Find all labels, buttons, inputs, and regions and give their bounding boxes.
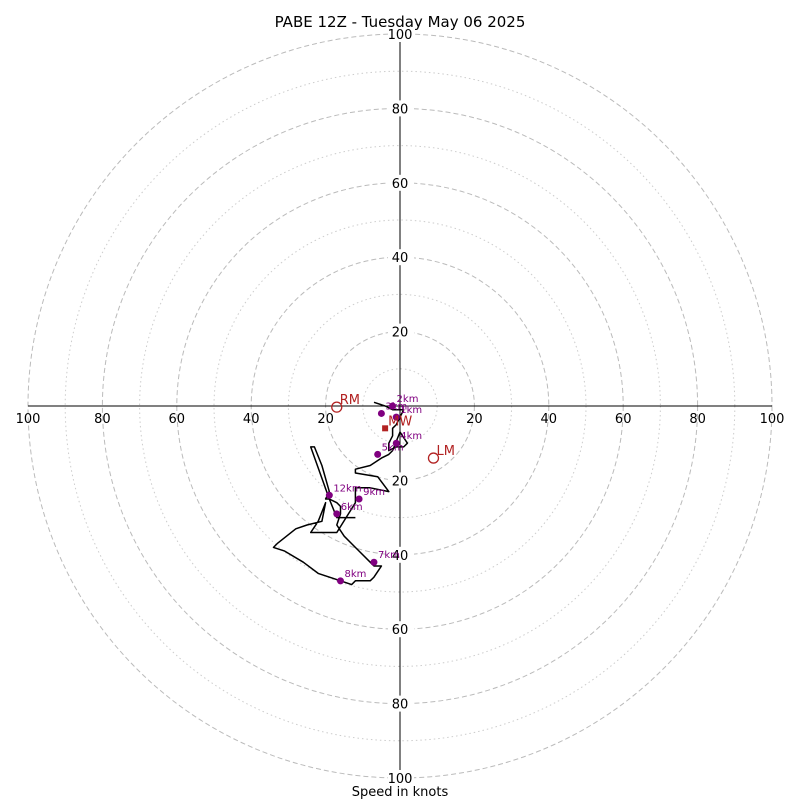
- tick-label-bg: [388, 174, 414, 191]
- y-tick-label: 100: [388, 28, 413, 43]
- y-tick-label: 40: [392, 549, 409, 564]
- height-marker-label: 12km: [333, 483, 361, 494]
- tick-label-bg: [388, 621, 414, 638]
- y-tick-label: 80: [392, 698, 409, 713]
- x-tick-label: 20: [317, 412, 334, 427]
- tick-label-bg: [388, 770, 414, 786]
- x-tick-label: 60: [615, 412, 632, 427]
- y-tick-label: 20: [392, 326, 409, 341]
- height-marker-point: [374, 450, 382, 458]
- tick-label-bg: [388, 323, 414, 340]
- axes: [28, 34, 772, 778]
- height-marker-point: [325, 491, 333, 499]
- height-marker-point: [392, 413, 400, 421]
- tick-label-bg: [388, 472, 414, 489]
- tick-label-bg: [388, 100, 414, 117]
- y-tick-label: 20: [392, 474, 409, 489]
- storm-motion-label: MW: [388, 414, 412, 429]
- height-marker-point: [370, 558, 378, 566]
- mean-wind-marker: [382, 425, 389, 432]
- x-tick-label: 40: [243, 412, 260, 427]
- tick-label-bg: [388, 695, 414, 712]
- height-marker-point: [336, 577, 344, 585]
- y-tick-label: 100: [388, 772, 413, 787]
- height-marker-point: [377, 409, 385, 417]
- tick-label-bg: [388, 546, 414, 563]
- height-marker-point: [355, 495, 363, 503]
- y-tick-label: 60: [392, 623, 409, 638]
- tick-label-bg: [388, 249, 414, 266]
- y-tick-label: 60: [392, 177, 409, 192]
- height-marker-label: 6km: [341, 502, 363, 513]
- tick-labels: 100 80 60 40 20 20 40 60 80 100 100 80 60 40 20 20 40 60 8…: [16, 26, 785, 787]
- x-tick-label: 100: [16, 412, 41, 427]
- height-marker-label: 1km: [400, 405, 422, 416]
- height-marker-point: [333, 510, 341, 518]
- chart-title: PABE 12Z - Tuesday May 06 2025: [275, 13, 526, 31]
- height-marker-label: 4km: [400, 431, 422, 442]
- x-tick-label: 80: [689, 412, 706, 427]
- hodograph-trace: [272, 401, 409, 586]
- height-marker-point: [389, 402, 397, 410]
- tick-label-bg: [388, 26, 414, 42]
- height-marker-label: 3km: [385, 401, 407, 412]
- right-mover-marker: [331, 401, 343, 413]
- height-marker-label: 7km: [378, 550, 400, 561]
- x-tick-label: 20: [466, 412, 483, 427]
- storm-motion-markers: RM LM MW: [331, 393, 455, 464]
- x-tick-label: 60: [169, 412, 186, 427]
- storm-motion-label: RM: [340, 393, 360, 408]
- height-marker-label: 9km: [363, 487, 385, 498]
- storm-motion-label: LM: [436, 444, 454, 459]
- x-axis-label: Speed in knots: [352, 785, 449, 800]
- hodograph-line: [272, 401, 409, 586]
- x-tick-label: 40: [541, 412, 558, 427]
- left-mover-marker: [427, 452, 440, 464]
- height-marker-point: [392, 439, 400, 447]
- y-tick-label: 40: [392, 251, 409, 266]
- height-marker-label: 5km: [382, 442, 404, 453]
- x-tick-label: 80: [94, 412, 111, 427]
- height-marker-label: 8km: [344, 569, 366, 580]
- x-tick-label: 100: [760, 412, 785, 427]
- height-marker-label: 2km: [397, 394, 419, 405]
- y-tick-label: 80: [392, 102, 409, 117]
